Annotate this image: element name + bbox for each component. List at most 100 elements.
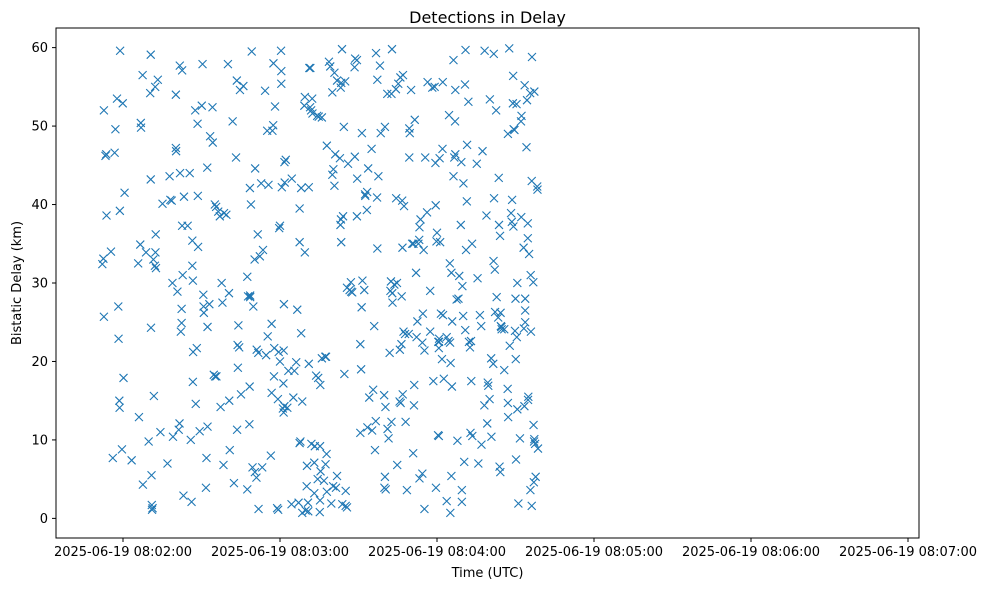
data-point-marker — [141, 248, 151, 257]
data-point-marker — [458, 311, 468, 321]
y-tick-label: 40 — [31, 198, 48, 213]
data-point-marker — [447, 268, 456, 278]
data-point-marker — [466, 336, 476, 346]
data-point-marker — [491, 105, 501, 115]
data-point-marker — [264, 180, 273, 190]
data-point-marker — [456, 220, 466, 230]
data-point-marker — [401, 417, 410, 427]
data-point-marker — [499, 365, 509, 375]
data-point-marker — [330, 181, 339, 191]
data-point-marker — [450, 116, 460, 126]
data-point-marker — [511, 455, 521, 464]
data-point-marker — [350, 152, 360, 162]
data-point-marker — [319, 476, 329, 486]
data-point-marker — [110, 148, 120, 158]
data-point-marker — [247, 47, 257, 56]
data-point-marker — [457, 281, 467, 291]
x-tick-label: 2025-06-19 08:07:00 — [839, 545, 977, 560]
data-point-marker — [309, 488, 319, 498]
data-point-marker — [177, 65, 187, 75]
data-point-marker — [133, 258, 143, 268]
data-point-marker — [315, 507, 325, 517]
data-point-marker — [372, 193, 382, 202]
data-point-marker — [375, 61, 385, 71]
data-point-marker — [357, 302, 367, 312]
data-point-marker — [179, 192, 189, 202]
data-point-marker — [231, 153, 241, 162]
data-point-marker — [177, 304, 187, 314]
data-point-marker — [234, 320, 243, 330]
data-point-marker — [336, 237, 346, 247]
chart-title: Detections in Delay — [409, 8, 566, 27]
data-point-marker — [300, 248, 310, 257]
data-point-marker — [208, 102, 217, 112]
data-point-marker — [495, 231, 505, 241]
data-point-marker — [434, 337, 444, 347]
data-point-marker — [358, 276, 367, 286]
data-point-marker — [507, 195, 517, 205]
x-tick-label: 2025-06-19 08:05:00 — [525, 545, 663, 560]
data-point-marker — [509, 222, 518, 231]
data-point-marker — [512, 404, 522, 414]
data-point-marker — [296, 183, 306, 193]
data-point-marker — [475, 310, 485, 320]
data-point-marker — [177, 318, 187, 328]
data-point-marker — [191, 399, 201, 409]
data-point-marker — [108, 453, 118, 463]
data-point-marker — [127, 455, 137, 465]
data-point-marker — [464, 337, 474, 347]
data-point-marker — [486, 353, 496, 363]
data-point-marker — [117, 444, 127, 454]
data-point-marker — [106, 247, 116, 257]
data-point-marker — [529, 477, 539, 487]
data-point-marker — [279, 379, 288, 388]
data-point-marker — [372, 75, 382, 85]
data-point-marker — [530, 439, 540, 449]
data-point-marker — [274, 223, 284, 233]
data-point-marker — [482, 211, 491, 220]
data-point-marker — [405, 128, 415, 138]
data-point-marker — [453, 436, 462, 446]
data-point-marker — [381, 402, 390, 412]
data-point-marker — [435, 153, 445, 163]
data-point-marker — [381, 484, 391, 494]
data-point-marker — [168, 432, 178, 442]
data-point-marker — [115, 46, 125, 56]
data-point-marker — [432, 228, 442, 238]
data-point-marker — [296, 328, 306, 338]
data-point-marker — [410, 115, 420, 125]
data-point-marker — [97, 259, 107, 269]
data-point-marker — [175, 419, 184, 428]
data-point-marker — [395, 345, 405, 355]
data-point-marker — [371, 416, 381, 426]
data-point-marker — [411, 268, 421, 278]
data-point-marker — [503, 398, 513, 408]
data-point-marker — [457, 497, 467, 507]
data-point-marker — [450, 85, 460, 95]
data-point-marker — [330, 68, 339, 78]
data-point-marker — [224, 396, 234, 406]
data-point-marker — [473, 273, 482, 283]
data-point-marker — [102, 211, 111, 220]
data-point-marker — [202, 163, 212, 173]
data-point-marker — [450, 149, 460, 159]
data-point-marker — [447, 317, 457, 326]
data-point-marker — [382, 89, 392, 99]
data-point-marker — [255, 251, 265, 261]
data-point-marker — [325, 62, 335, 71]
data-point-marker — [445, 508, 455, 518]
data-point-marker — [305, 102, 315, 112]
data-point-marker — [275, 221, 285, 231]
data-point-marker — [146, 323, 156, 333]
data-point-marker — [511, 294, 520, 304]
data-point-marker — [438, 77, 448, 87]
data-point-marker — [520, 306, 530, 315]
data-point-marker — [225, 445, 235, 455]
data-point-marker — [252, 473, 261, 482]
data-point-marker — [489, 256, 498, 266]
data-point-marker — [423, 77, 432, 87]
data-point-marker — [338, 211, 348, 221]
data-point-marker — [305, 63, 315, 73]
data-point-marker — [253, 348, 263, 358]
data-point-marker — [389, 280, 399, 289]
